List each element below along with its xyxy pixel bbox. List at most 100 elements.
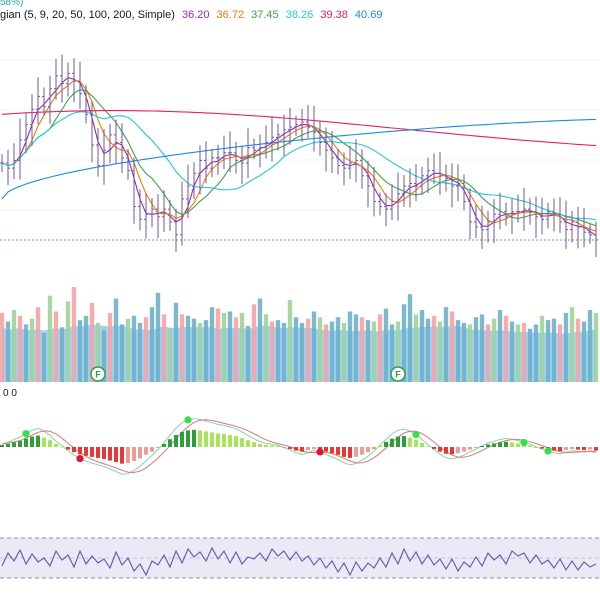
volume-bar [539, 315, 545, 382]
volume-bar [191, 318, 197, 382]
volume-bar [107, 312, 113, 382]
histogram-bar [72, 447, 76, 453]
ma50-line [1, 111, 597, 221]
histogram-bar [402, 436, 406, 447]
volume-bar [593, 312, 599, 382]
buy-signal-dot [412, 430, 420, 439]
ma-legend-label: gian (5, 9, 20, 50, 100, 200, Simple) [0, 9, 175, 21]
histogram-bar [0, 444, 4, 447]
histogram-bar [210, 432, 214, 447]
histogram-bar [312, 447, 316, 450]
volume-bar [293, 317, 299, 382]
histogram-bar [564, 447, 568, 451]
histogram-bar [366, 447, 370, 453]
osc-fast-line [1, 418, 597, 475]
histogram-bar [306, 447, 310, 451]
volume-bar [407, 294, 413, 382]
volume-bar [557, 324, 563, 382]
volume-bar [569, 307, 575, 382]
histogram-bar [300, 447, 304, 452]
histogram-bar [222, 434, 226, 447]
histogram-bar [168, 439, 172, 447]
histogram-bar [414, 439, 418, 447]
volume-bar [395, 321, 401, 382]
histogram-bar [186, 430, 190, 447]
histogram-bar [264, 444, 268, 447]
histogram-bar [78, 447, 82, 455]
earnings-marker-label: F [95, 370, 101, 380]
volume-bar [95, 322, 101, 382]
volume-bar [503, 315, 509, 382]
volume-bar [479, 314, 485, 382]
volume-bar [449, 311, 455, 382]
volume-bar [185, 315, 191, 382]
histogram-bar [444, 447, 448, 454]
histogram-bar [132, 447, 136, 462]
histogram-bar [330, 447, 334, 454]
volume-bar [23, 324, 29, 382]
volume-bar [587, 310, 593, 382]
volume-bar [455, 320, 461, 382]
volume-bar [257, 298, 263, 382]
volume-bar [251, 304, 257, 382]
histogram-bar [36, 435, 40, 447]
histogram-bar [276, 445, 280, 447]
histogram-bar [30, 436, 34, 447]
histogram-bar [582, 447, 586, 451]
volume-bar [83, 315, 89, 382]
histogram-bar [102, 447, 106, 459]
ma100-line [1, 110, 597, 147]
histogram-bar [498, 442, 502, 447]
volume-bar [59, 327, 65, 382]
histogram-bar [180, 431, 184, 447]
histogram-bar [360, 447, 364, 455]
histogram-bar [114, 447, 118, 463]
volume-bar [203, 320, 209, 382]
volume-bar [425, 318, 431, 382]
volume-bar [311, 311, 317, 382]
legend-top-fragment: 58%) [0, 0, 24, 8]
histogram-bar [138, 447, 142, 459]
volume-bar [197, 322, 203, 382]
volume-bar [149, 307, 155, 382]
volume-bar [533, 324, 539, 382]
ma-legend[interactable]: gian (5, 9, 20, 50, 100, 200, Simple) 36… [0, 9, 386, 22]
sell-signal-dot [316, 448, 324, 456]
volume-bar [359, 317, 365, 382]
histogram-bar [282, 447, 286, 448]
histogram-bar [294, 447, 298, 451]
volume-bar [233, 317, 239, 382]
rsi-pane [0, 537, 600, 579]
volume-bar [413, 314, 419, 382]
volume-bar [245, 325, 251, 382]
indicator2-label: 0 0 [3, 388, 17, 399]
histogram-bar [372, 447, 376, 450]
rsi-line [1, 546, 597, 577]
volume-bar [137, 322, 143, 382]
histogram-bar [588, 447, 592, 450]
histogram-bar [24, 438, 28, 447]
volume-bar [275, 320, 281, 382]
volume-bar [143, 317, 149, 382]
buy-signal-dot [544, 447, 552, 455]
histogram-bar [48, 440, 52, 447]
histogram-bar [492, 443, 496, 447]
ma5-line [1, 76, 597, 237]
histogram-bar [240, 438, 244, 447]
histogram-bar [432, 447, 436, 450]
volume-bar [65, 301, 71, 382]
volume-bar [353, 314, 359, 382]
buy-signal-dot [184, 416, 192, 424]
volume-bar [551, 318, 557, 382]
volume-bar [0, 312, 5, 382]
histogram-bar [396, 436, 400, 447]
histogram-bar [594, 447, 598, 451]
volume-bar [131, 315, 137, 382]
volume-bar [347, 311, 353, 382]
volume-bar [89, 302, 95, 382]
volume-bar [389, 324, 395, 382]
volume-bar [329, 321, 335, 382]
histogram-bar [480, 445, 484, 447]
volume-bar [5, 321, 11, 382]
